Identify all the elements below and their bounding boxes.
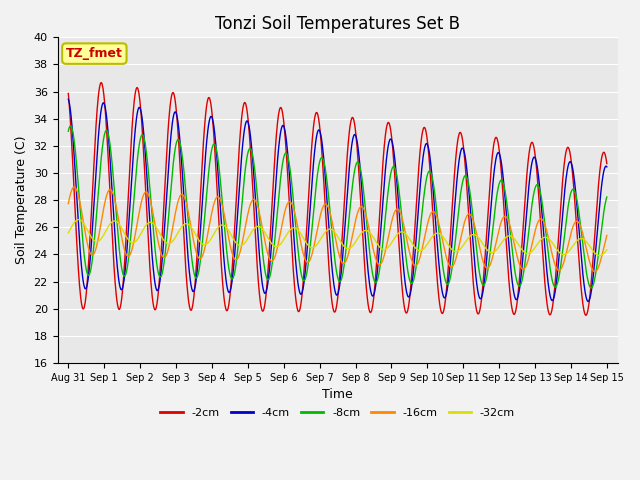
Y-axis label: Soil Temperature (C): Soil Temperature (C): [15, 136, 28, 264]
Title: Tonzi Soil Temperatures Set B: Tonzi Soil Temperatures Set B: [215, 15, 460, 33]
X-axis label: Time: Time: [322, 388, 353, 401]
Legend: -2cm, -4cm, -8cm, -16cm, -32cm: -2cm, -4cm, -8cm, -16cm, -32cm: [156, 404, 519, 422]
Text: TZ_fmet: TZ_fmet: [66, 47, 123, 60]
